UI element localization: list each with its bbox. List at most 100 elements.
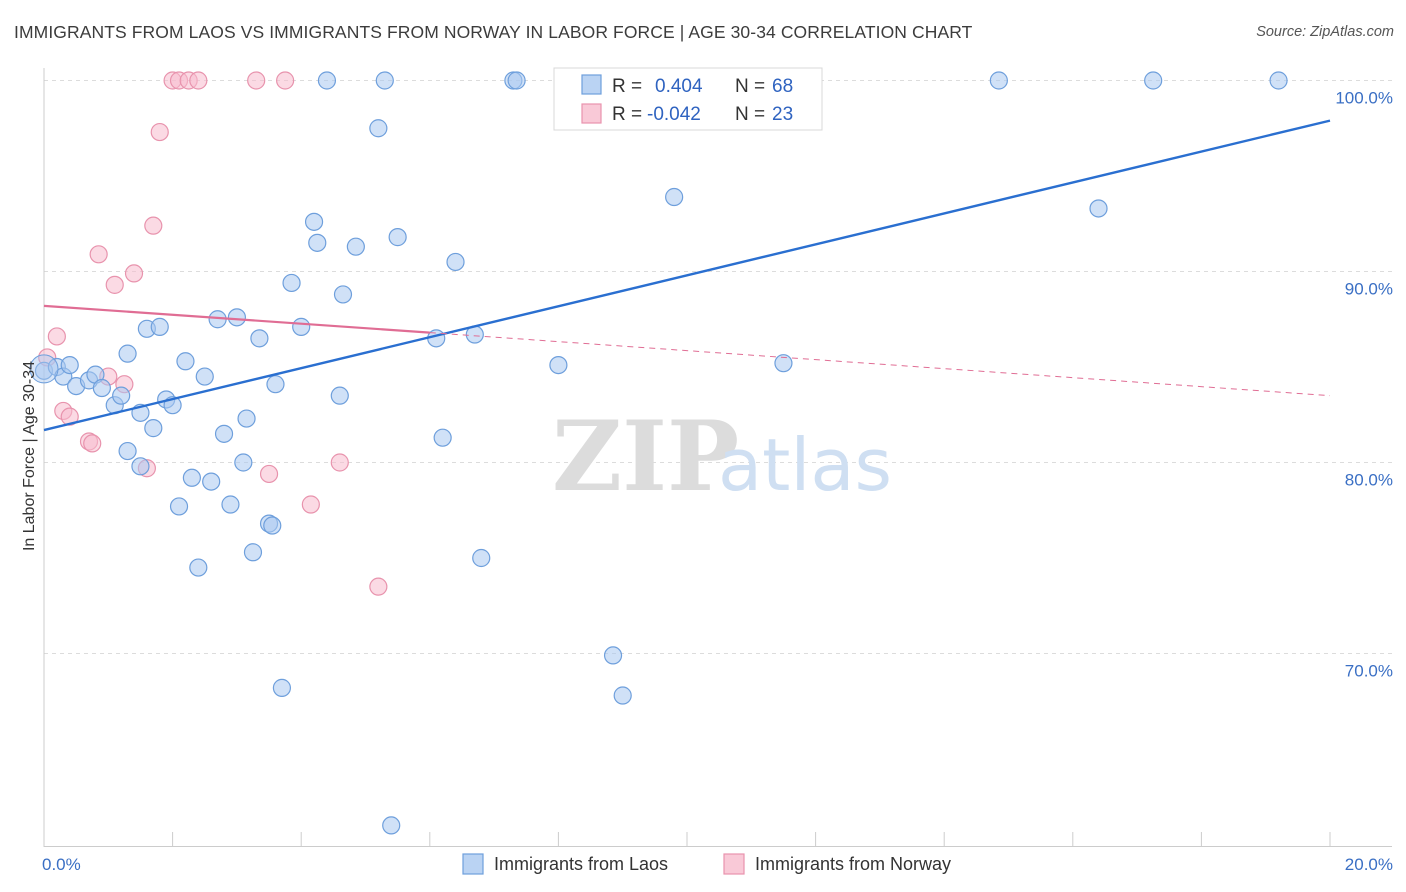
legend-n-label-laos: N =: [735, 76, 765, 97]
legend-r-value-norway: -0.042: [647, 104, 701, 125]
laos-point-53: [472, 548, 491, 568]
laos-point-12: [131, 457, 150, 476]
legend-swatch-norway: [581, 103, 602, 124]
laos-point-44: [346, 237, 365, 256]
laos-point-41: [317, 71, 337, 90]
watermark: ZIP atlas: [552, 400, 892, 513]
laos-point-58: [613, 686, 632, 705]
laos-point-59: [665, 187, 684, 207]
laos-point-43: [333, 285, 353, 304]
norway-point-22: [330, 453, 349, 472]
series-legend-label-norway: Immigrants from Norway: [755, 854, 951, 874]
norway-point-6: [89, 245, 108, 264]
legend-n-value-norway: 23: [772, 104, 793, 125]
norway-trend-extension: [429, 332, 1331, 397]
legend-n-value-laos: 68: [772, 76, 793, 97]
norway-point-21: [301, 495, 320, 514]
laos-point-63: [1144, 71, 1163, 90]
grid-lines: [44, 80, 1392, 654]
laos-point-39: [304, 212, 324, 231]
trend-lines: [43, 119, 1331, 432]
laos-point-cluster: [29, 354, 59, 384]
y-tick-label-90: 90.0%: [1345, 280, 1393, 299]
norway-point-19: [259, 464, 279, 484]
laos-point-42: [330, 386, 349, 405]
series-legend-label-laos: Immigrants from Laos: [494, 854, 668, 874]
watermark-atlas: atlas: [718, 423, 892, 507]
legend-r-label-laos: R =: [612, 76, 642, 97]
laos-point-9: [112, 386, 131, 405]
laos-point-37: [282, 273, 301, 293]
laos-point-30: [237, 409, 256, 428]
laos-point-45: [369, 119, 388, 138]
norway-points: [38, 71, 388, 596]
series-legend-swatch-norway: [723, 853, 745, 875]
laos-point-46: [375, 71, 394, 90]
norway-point-13: [150, 122, 169, 142]
x-tick-label-start: 0.0%: [42, 855, 81, 874]
laos-point-47: [382, 816, 401, 835]
series-legend: Immigrants from Laos Immigrants from Nor…: [462, 853, 951, 875]
laos-point-48: [388, 228, 407, 247]
laos-point-64: [1269, 71, 1288, 90]
legend-swatch-laos: [581, 74, 602, 95]
norway-point-17: [189, 71, 208, 90]
y-tick-label-100: 100.0%: [1335, 89, 1393, 108]
laos-point-19: [169, 497, 189, 516]
laos-point-55: [507, 71, 526, 90]
laos-point-22: [189, 558, 208, 577]
laos-point-34: [263, 516, 282, 535]
laos-point-27: [221, 495, 240, 514]
laos-point-40: [308, 233, 327, 252]
laos-point-51: [446, 252, 465, 272]
norway-point-1: [47, 327, 66, 346]
watermark-zip: ZIP: [552, 400, 739, 513]
laos-point-61: [989, 71, 1008, 90]
norway-point-23: [369, 577, 388, 596]
x-tick-label-end: 20.0%: [1345, 855, 1393, 874]
legend-n-label-norway: N =: [735, 104, 765, 125]
norway-point-8: [105, 275, 124, 294]
legend-r-label-norway: R =: [612, 104, 642, 125]
norway-point-5: [83, 434, 102, 453]
laos-point-57: [603, 646, 623, 665]
source-label: Source: ZipAtlas.com: [1256, 24, 1394, 40]
laos-point-20: [176, 352, 195, 371]
laos-point-38: [292, 317, 311, 336]
norway-point-12: [144, 216, 163, 235]
laos-point-11: [118, 344, 137, 363]
laos-point-10: [118, 441, 137, 461]
laos-point-3: [60, 355, 79, 375]
x-tick-labels: 0.0% 20.0%: [42, 855, 1393, 874]
laos-point-28: [227, 308, 246, 327]
laos-point-24: [202, 472, 221, 491]
laos-point-26: [214, 424, 234, 443]
laos-point-7: [92, 378, 111, 398]
legend-r-value-laos: 0.404: [655, 76, 703, 97]
laos-point-35: [266, 375, 285, 394]
laos-point-50: [433, 428, 452, 447]
laos-point-62: [1089, 199, 1108, 218]
y-tick-label-80: 80.0%: [1345, 471, 1393, 490]
laos-point-29: [234, 453, 253, 472]
correlation-legend: R = 0.404 N = 68 R = -0.042 N = 23: [553, 67, 823, 131]
laos-point-56: [549, 355, 568, 375]
norway-point-20: [276, 71, 295, 90]
series-legend-swatch-laos: [462, 853, 484, 875]
norway-trend-line: [43, 304, 430, 334]
axes: [43, 68, 1392, 847]
y-tick-labels: 70.0% 80.0% 90.0% 100.0%: [1335, 89, 1393, 681]
laos-point-31: [243, 543, 263, 562]
laos-point-60: [774, 354, 793, 373]
laos-point-21: [182, 468, 201, 487]
laos-point-23: [195, 367, 214, 386]
chart-title: IMMIGRANTS FROM LAOS VS IMMIGRANTS FROM …: [14, 22, 973, 42]
laos-trend-line: [43, 119, 1331, 432]
laos-point-16: [150, 317, 169, 336]
laos-point-32: [250, 329, 269, 348]
norway-point-18: [247, 71, 266, 90]
laos-point-36: [272, 678, 292, 697]
norway-point-3: [60, 407, 79, 426]
norway-point-10: [124, 264, 144, 283]
